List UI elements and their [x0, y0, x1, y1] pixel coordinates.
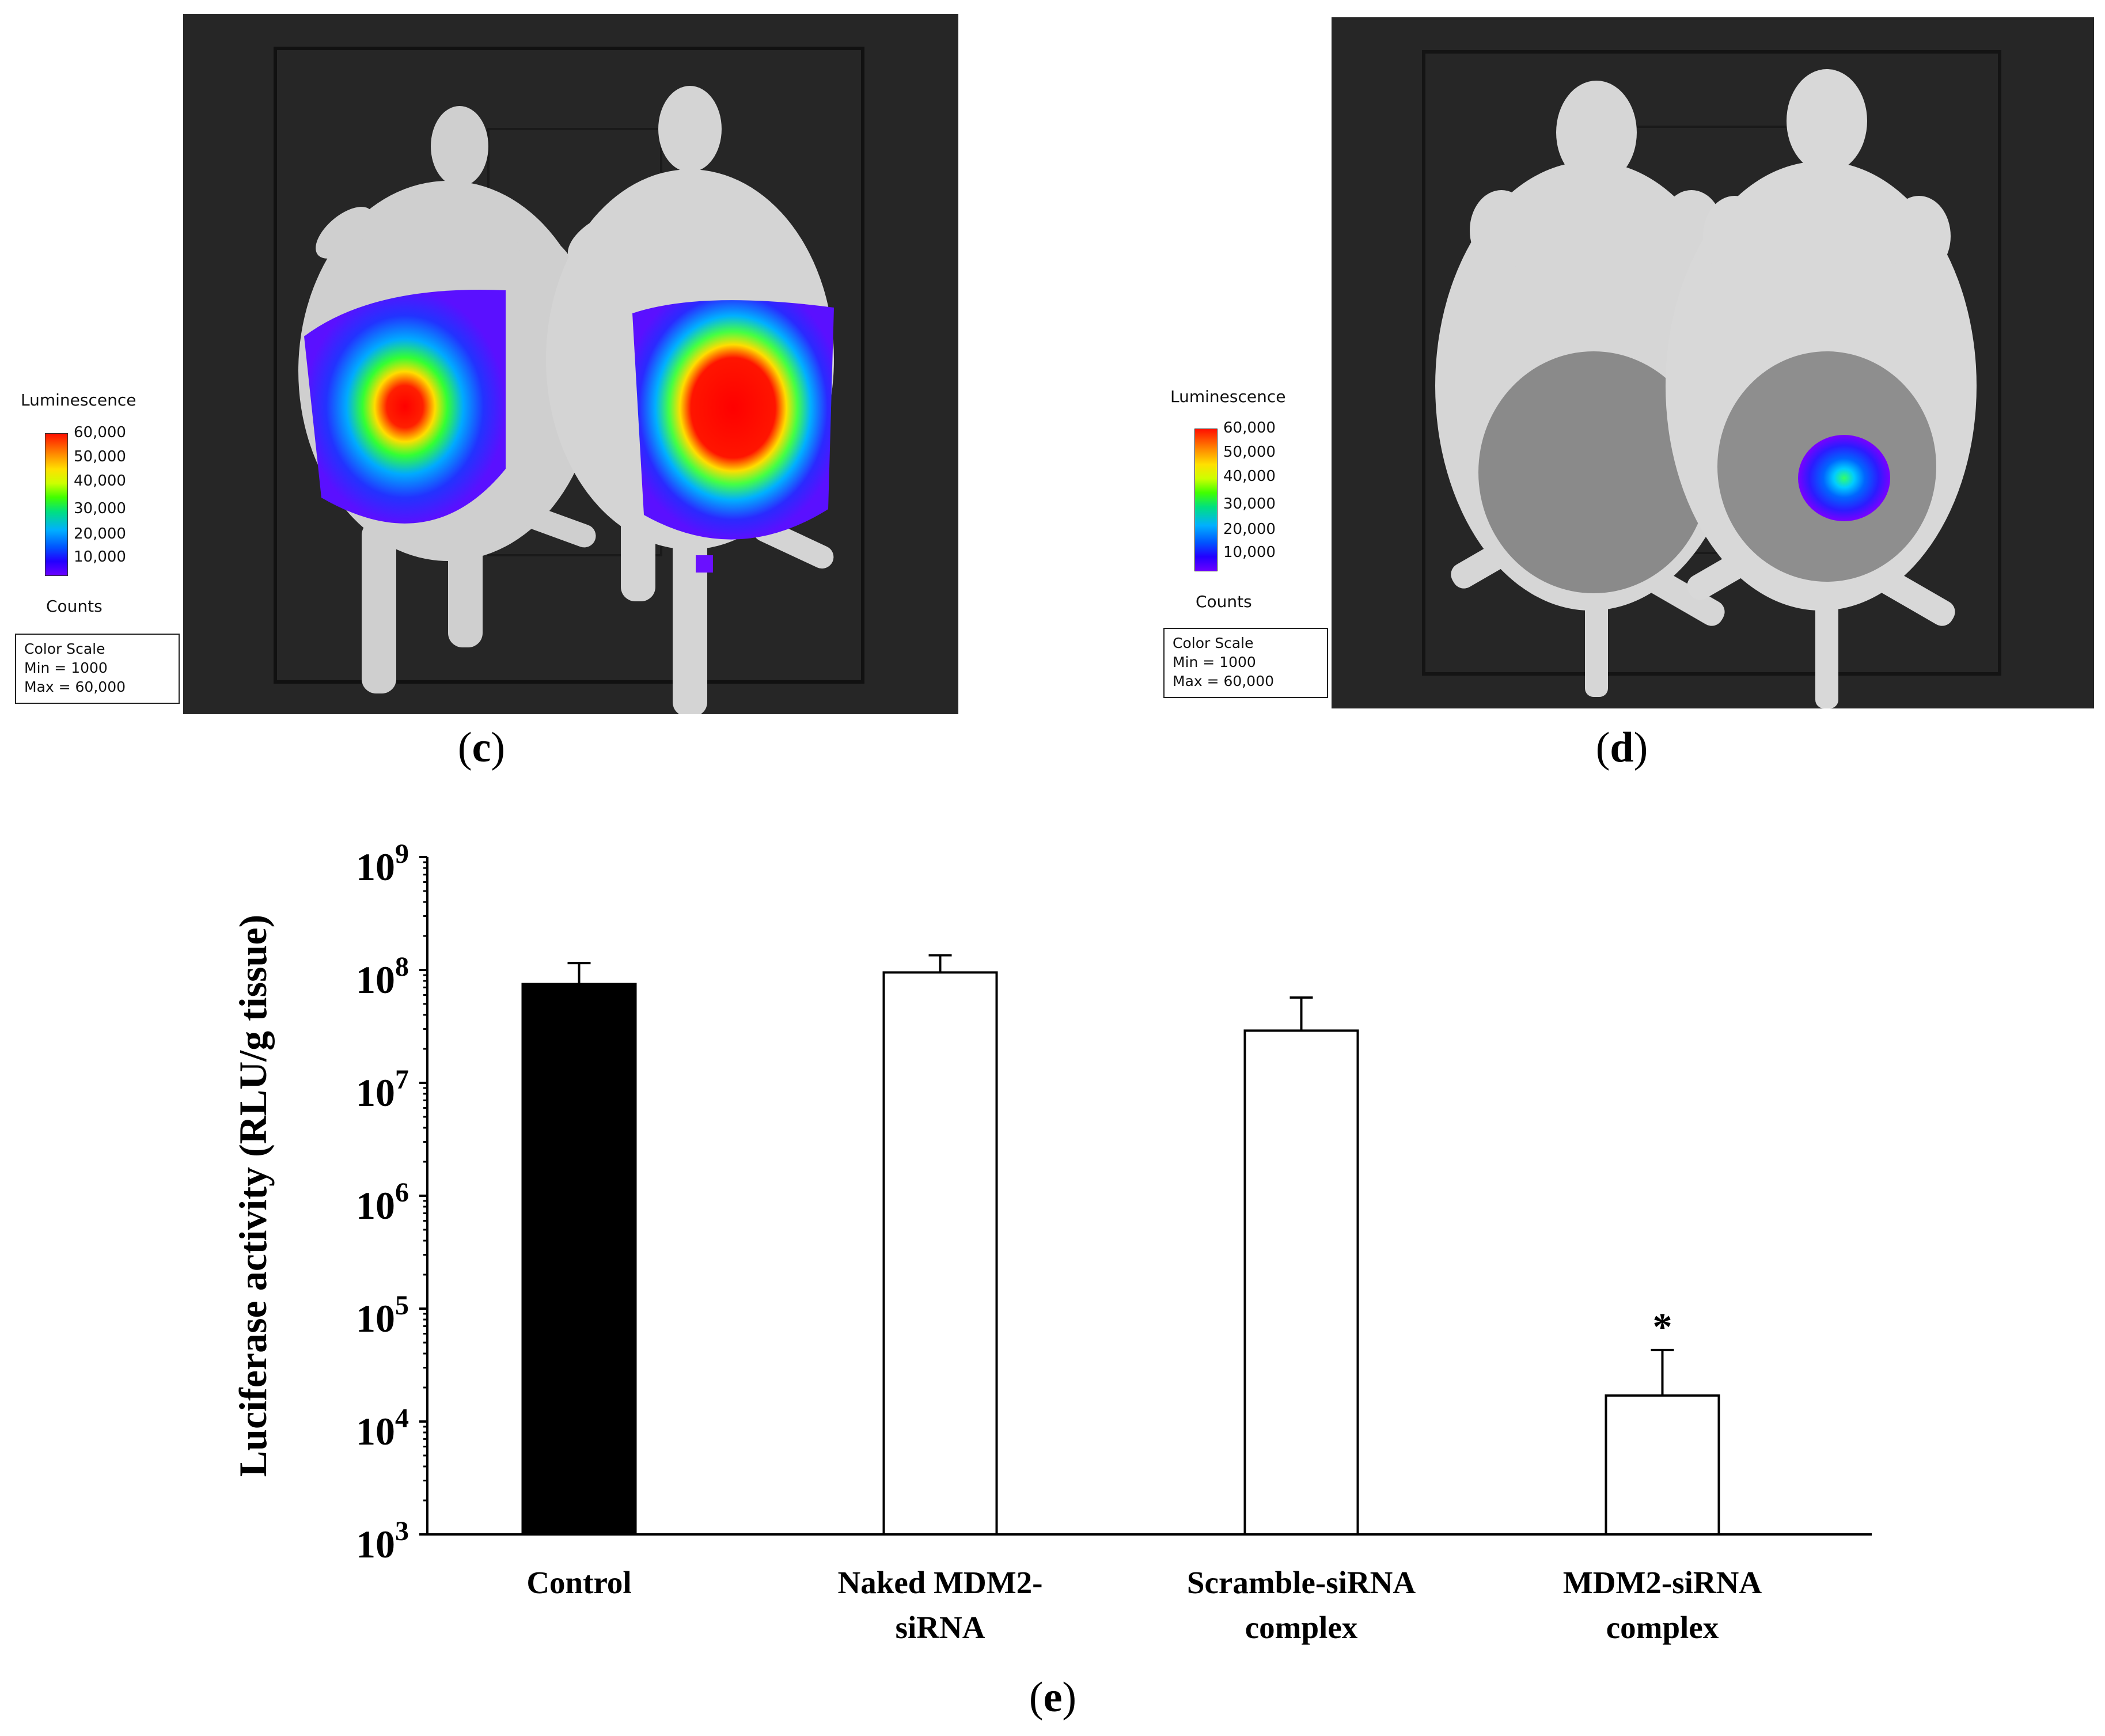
panel-c-label-open: (	[457, 724, 472, 771]
panel-c-label-letter: c	[472, 724, 491, 771]
panel-c-legend-tick: 60,000	[74, 424, 126, 441]
panel-c-scale-max: Max = 60,000	[24, 679, 126, 695]
y-tick-label-exponent: 6	[395, 1177, 409, 1208]
panel-d-colorbar	[1194, 429, 1218, 571]
panel-d-color-scale-box: Color Scale Min = 1000 Max = 60,000	[1163, 628, 1328, 698]
y-tick-label: 105	[356, 1290, 409, 1340]
panel-c-legend-units: Counts	[46, 597, 103, 616]
panel-d-image	[1332, 17, 2094, 708]
panel-c-label-close: )	[491, 724, 506, 771]
panel-d-legend-tick: 20,000	[1223, 521, 1276, 538]
y-tick-label-exponent: 7	[395, 1064, 409, 1095]
x-category-label: Naked MDM2-	[838, 1565, 1043, 1600]
panel-d-label: (d)	[1553, 723, 1691, 772]
panel-c-mice-illustration	[274, 47, 864, 714]
x-category-label: siRNA	[896, 1610, 985, 1645]
panel-c-color-scale-box: Color Scale Min = 1000 Max = 60,000	[15, 634, 180, 704]
panel-c-legend-tick: 50,000	[74, 448, 126, 465]
panel-c-scale-min: Min = 1000	[24, 659, 108, 676]
y-tick-label-base: 10	[356, 1409, 395, 1453]
y-tick-label-base: 10	[356, 1522, 395, 1566]
y-tick-label-exponent: 3	[395, 1516, 409, 1547]
panel-d-scale-title: Color Scale	[1173, 635, 1254, 651]
panel-d-legend-tick: 40,000	[1223, 468, 1276, 485]
panel-e-label-open: (	[1029, 1674, 1044, 1721]
y-tick-label-base: 10	[356, 1184, 395, 1227]
y-tick-label: 109	[356, 839, 409, 889]
panel-d-label-open: (	[1595, 724, 1610, 771]
panel-e-label: (e)	[984, 1673, 1122, 1722]
panel-d-legend-units: Counts	[1196, 592, 1252, 611]
panel-d-label-letter: d	[1610, 724, 1634, 771]
bar	[1243, 1029, 1359, 1536]
y-tick-label: 107	[356, 1064, 409, 1115]
x-category-label: MDM2-siRNA	[1563, 1565, 1762, 1600]
panel-c-legend-tick: 10,000	[74, 548, 126, 566]
panel-c-legend-tick: 40,000	[74, 472, 126, 490]
panel-c-colorbar	[45, 433, 68, 576]
panel-c-legend-title: Luminescence	[21, 391, 136, 410]
panel-c-legend-tick: 30,000	[74, 500, 126, 517]
panel-d-legend-tick: 10,000	[1223, 544, 1276, 561]
panel-d-scale-max: Max = 60,000	[1173, 673, 1275, 689]
y-tick-label-base: 10	[356, 845, 395, 889]
panel-d-label-close: )	[1633, 724, 1648, 771]
panel-c-label: (c)	[412, 723, 551, 772]
y-tick-label-exponent: 8	[395, 952, 409, 982]
y-tick-label: 103	[356, 1516, 409, 1566]
x-category-label: Control	[526, 1565, 631, 1600]
panel-d-legend-title: Luminescence	[1170, 387, 1286, 406]
y-tick-label-exponent: 5	[395, 1290, 409, 1321]
x-category-label: complex	[1606, 1610, 1719, 1645]
panel-d-mice-illustration	[1422, 50, 2001, 708]
panel-c-legend-tick: 20,000	[74, 525, 126, 543]
y-axis-label: Luciferase activity (RLU/g tissue)	[231, 915, 275, 1477]
panel-e-label-letter: e	[1043, 1674, 1063, 1721]
bar	[882, 971, 998, 1536]
y-tick-label-base: 10	[356, 1071, 395, 1115]
significance-marker: *	[1653, 1305, 1672, 1348]
y-tick-label: 106	[356, 1177, 409, 1227]
y-tick-label-base: 10	[356, 1297, 395, 1340]
x-category-label: complex	[1245, 1610, 1358, 1645]
panel-d-legend-tick: 30,000	[1223, 495, 1276, 513]
panel-c-scale-title: Color Scale	[24, 640, 105, 657]
x-category-label: Scramble-siRNA	[1187, 1565, 1416, 1600]
bar	[1605, 1394, 1720, 1536]
bar	[521, 983, 637, 1536]
y-tick-label: 108	[356, 952, 409, 1002]
y-tick-label-exponent: 4	[395, 1403, 409, 1434]
panel-d-legend-tick: 60,000	[1223, 419, 1276, 437]
y-tick-label-base: 10	[356, 958, 395, 1002]
panel-d-scale-min: Min = 1000	[1173, 654, 1256, 670]
y-tick-label-exponent: 9	[395, 839, 409, 869]
panel-e-label-close: )	[1062, 1674, 1077, 1721]
panel-c-image	[183, 14, 958, 714]
y-tick-label: 104	[356, 1403, 409, 1453]
panel-d-legend-tick: 50,000	[1223, 444, 1276, 461]
